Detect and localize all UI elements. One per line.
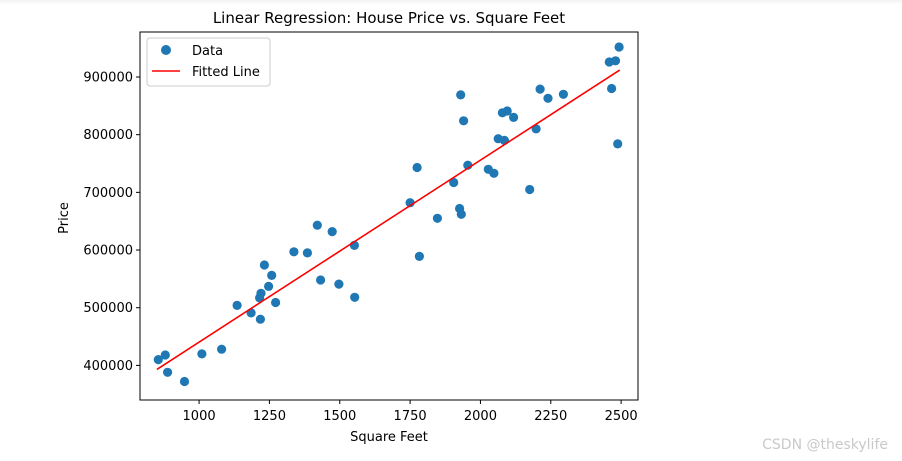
data-point <box>543 93 553 103</box>
data-point <box>179 376 190 387</box>
data-point <box>456 209 466 219</box>
y-tick-label: 400000 <box>83 359 133 374</box>
data-point <box>316 275 326 285</box>
fitted-line <box>156 69 621 371</box>
data-point <box>217 344 227 354</box>
top-shadow-bar <box>0 0 902 4</box>
y-tick-label: 500000 <box>83 301 133 316</box>
data-point <box>459 116 469 126</box>
x-tick-label: 2000 <box>464 409 497 424</box>
y-tick-label: 800000 <box>83 128 133 143</box>
data-point <box>271 297 281 308</box>
data-point <box>256 288 266 298</box>
data-point <box>264 281 274 291</box>
chart-title: Linear Regression: House Price vs. Squar… <box>213 9 565 27</box>
data-point <box>160 350 170 360</box>
data-point <box>502 106 512 116</box>
legend-data-marker <box>161 45 171 55</box>
x-tick-label: 1250 <box>253 409 286 424</box>
x-axis-ticks: 1000 1250 1500 1750 2000 2250 2500 <box>183 400 638 424</box>
data-point <box>232 300 242 310</box>
data-point <box>153 355 163 365</box>
data-point <box>255 314 265 324</box>
legend-entry-data: Data <box>192 44 223 59</box>
data-point <box>432 213 442 223</box>
y-tick-label: 700000 <box>83 186 133 201</box>
data-point <box>499 135 509 145</box>
plot-frame <box>139 31 639 401</box>
data-point <box>412 162 422 173</box>
legend-box <box>146 37 271 87</box>
data-point <box>535 84 545 94</box>
x-tick-label: 1500 <box>323 409 356 424</box>
y-tick-label: 600000 <box>83 244 133 259</box>
data-point <box>312 220 322 230</box>
x-tick-label: 2500 <box>605 409 638 424</box>
legend-entry-fitted-line: Fitted Line <box>192 65 260 80</box>
data-point <box>289 247 299 257</box>
data-point <box>489 168 499 178</box>
y-tick-label: 900000 <box>83 70 133 85</box>
data-point <box>350 292 360 302</box>
legend: Data Fitted Line <box>146 37 271 87</box>
x-tick-label: 1750 <box>394 409 427 424</box>
data-point <box>259 260 269 270</box>
data-point <box>334 279 344 289</box>
y-axis-ticks: 400000 500000 600000 700000 800000 900000 <box>83 70 140 374</box>
data-point <box>607 83 617 94</box>
x-tick-label: 2250 <box>534 409 567 424</box>
plot-area <box>139 31 639 401</box>
data-point <box>525 184 535 195</box>
watermark: CSDN @theskylife <box>762 437 888 453</box>
data-point <box>508 112 519 122</box>
data-point <box>558 89 569 99</box>
data-point <box>449 177 459 188</box>
data-point <box>613 139 623 149</box>
data-point <box>414 251 424 261</box>
data-point <box>610 56 621 66</box>
y-axis-label: Price <box>57 202 72 234</box>
data-point <box>327 227 337 237</box>
data-point <box>197 349 207 359</box>
data-point <box>456 90 466 100</box>
data-point <box>302 248 312 258</box>
data-point <box>267 270 277 280</box>
data-point <box>614 42 624 52</box>
x-tick-label: 1000 <box>183 409 216 424</box>
data-point <box>163 367 173 377</box>
x-axis-label: Square Feet <box>350 430 428 445</box>
